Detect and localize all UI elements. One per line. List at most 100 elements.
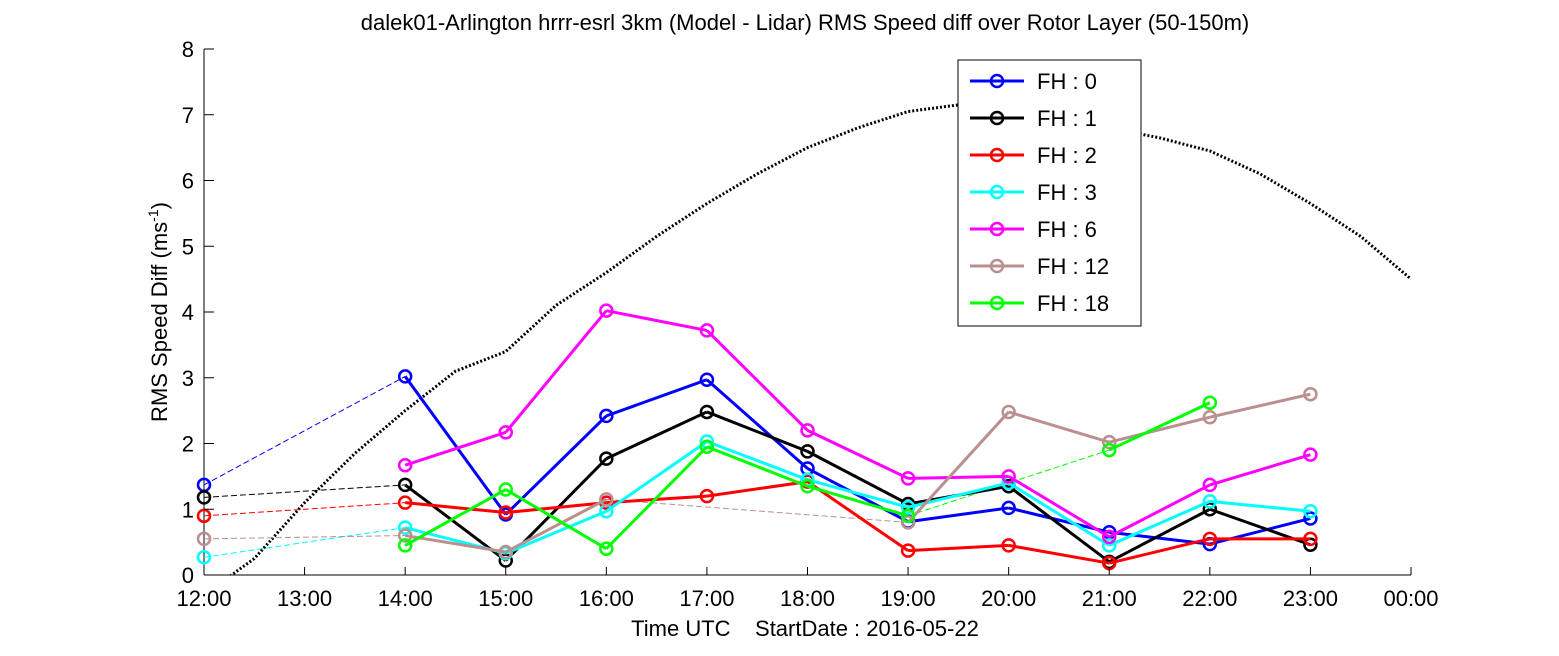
series-segment xyxy=(505,498,608,554)
series-segment xyxy=(1008,410,1110,444)
x-tick-label: 17:00 xyxy=(679,586,734,611)
legend: FH : 0 FH : 1 FH : 2 FH : 3 FH : 6 FH : 12 FH … xyxy=(957,59,1142,327)
data-point xyxy=(196,508,212,524)
series-segment xyxy=(705,329,809,432)
series-segment xyxy=(605,410,708,460)
series-segment xyxy=(906,410,1010,524)
data-point xyxy=(800,478,815,494)
gap-connector xyxy=(203,484,406,498)
data-point xyxy=(1202,531,1218,547)
data-point xyxy=(699,323,715,338)
data-point xyxy=(699,404,715,420)
data-point xyxy=(800,444,815,459)
gap-connector xyxy=(606,498,909,523)
series-segment xyxy=(1008,543,1110,565)
data-point xyxy=(599,541,614,556)
series-segment xyxy=(1209,392,1311,419)
data-point xyxy=(196,490,212,505)
series-segment xyxy=(1108,483,1211,539)
legend-marker xyxy=(989,295,1005,311)
reference-curve-layer xyxy=(228,100,1411,575)
x-tick-label: 13:00 xyxy=(277,586,332,611)
reference-curve xyxy=(228,100,1411,575)
plot-area: 12:00 13:00 14:00 15:00 16:00 17:00 18:00 19:00… xyxy=(176,37,1438,611)
data-point xyxy=(397,477,413,493)
series-segment xyxy=(1108,537,1211,565)
x-tick-label: 15:00 xyxy=(478,586,533,611)
x-tick-label: 12:00 xyxy=(176,586,231,611)
series-segment xyxy=(605,440,708,513)
data-point xyxy=(1303,503,1318,519)
series-segment xyxy=(1108,401,1211,452)
y-tick-label: 6 xyxy=(182,169,194,194)
series-segment xyxy=(505,501,607,515)
series-segment xyxy=(1108,415,1211,444)
x-tick-label: 20:00 xyxy=(981,586,1036,611)
data-point xyxy=(498,505,513,520)
x-axis-label: Time UTC StartDate : 2016-05-22 xyxy=(631,616,979,641)
data-point xyxy=(900,515,916,530)
data-point xyxy=(1102,434,1117,450)
series-segment xyxy=(706,440,809,482)
data-point xyxy=(1102,538,1117,553)
series-segment xyxy=(403,375,507,516)
legend-label: FH : 0 xyxy=(1037,69,1097,94)
gap-connector xyxy=(203,375,406,486)
legend-marker xyxy=(989,110,1005,126)
x-tick-label: 00:00 xyxy=(1383,586,1438,611)
legend-marker xyxy=(989,184,1005,200)
data-point xyxy=(599,451,614,466)
data-point xyxy=(1001,538,1016,553)
y-axis-label-close: ) xyxy=(147,202,172,209)
data-point xyxy=(1001,404,1016,420)
gap-connector xyxy=(203,527,406,558)
legend-marker xyxy=(989,258,1005,274)
legend-label: FH : 18 xyxy=(1037,291,1109,316)
series-segment xyxy=(404,430,507,467)
data-point xyxy=(397,538,413,553)
y-tick-label: 1 xyxy=(182,497,194,522)
gap-connector xyxy=(203,535,406,540)
data-point xyxy=(397,369,413,384)
series-segment xyxy=(806,467,909,524)
y-tick-label: 8 xyxy=(182,37,194,62)
series-segment xyxy=(504,309,608,434)
series-segment xyxy=(404,488,507,547)
x-tick-label: 16:00 xyxy=(579,586,634,611)
data-point xyxy=(1202,409,1218,425)
series-segment xyxy=(1007,475,1111,539)
series-segment xyxy=(404,534,506,554)
data-point xyxy=(397,495,413,510)
data-point xyxy=(1303,511,1318,526)
legend-label: FH : 2 xyxy=(1037,143,1097,168)
legend-items: FH : 0 FH : 1 FH : 2 FH : 3 FH : 6 FH : 12 FH … xyxy=(970,69,1109,316)
series-segment xyxy=(706,480,808,498)
data-point xyxy=(397,520,413,535)
data-point xyxy=(599,408,614,424)
legend-label: FH : 1 xyxy=(1037,106,1097,131)
y-tick-label: 3 xyxy=(182,366,194,391)
data-point xyxy=(1202,477,1218,493)
y-axis-label: RMS Speed Diff (ms-1) xyxy=(145,202,172,422)
y-axis-label-sup: -1 xyxy=(145,209,161,222)
series-segment xyxy=(405,501,506,515)
y-tick-label: 5 xyxy=(182,234,194,259)
series-segment xyxy=(606,309,708,332)
data-point xyxy=(498,544,513,560)
data-point xyxy=(1001,469,1016,484)
data-point xyxy=(1303,447,1318,462)
series-segment xyxy=(908,543,1009,553)
x-tick-label: 21:00 xyxy=(1082,586,1137,611)
x-tick-label: 18:00 xyxy=(780,586,835,611)
series-segment xyxy=(505,509,607,555)
data-point xyxy=(196,549,212,565)
data-point xyxy=(699,488,715,504)
data-point xyxy=(900,508,916,524)
series-segment xyxy=(705,378,809,470)
data-point xyxy=(900,500,916,515)
y-tick-label: 7 xyxy=(182,103,194,128)
series-segment xyxy=(1108,507,1211,564)
y-axis-ticks: 0 1 2 3 4 5 6 7 8 xyxy=(182,37,214,588)
series-fh-6 xyxy=(397,303,1318,545)
